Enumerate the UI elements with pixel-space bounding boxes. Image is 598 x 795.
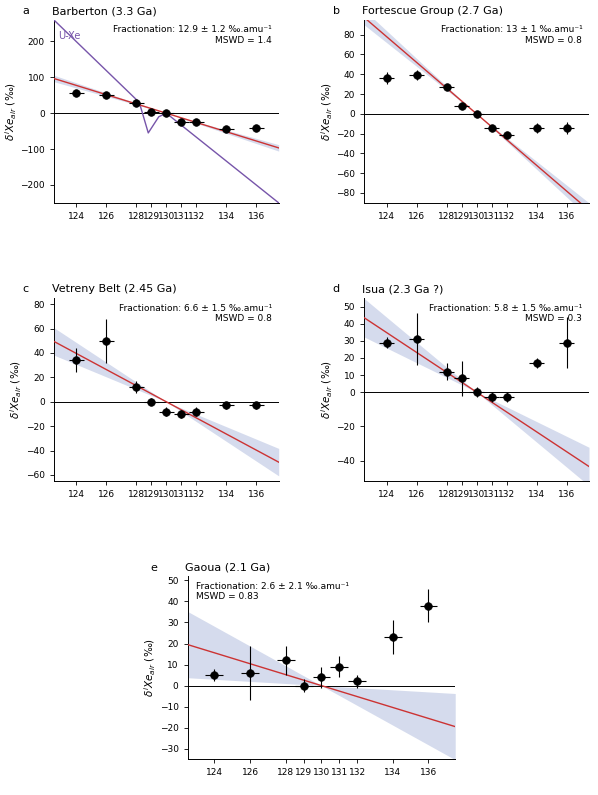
Text: Fractionation: 6.6 ± 1.5 ‰.amu⁻¹
MSWD = 0.8: Fractionation: 6.6 ± 1.5 ‰.amu⁻¹ MSWD = … xyxy=(118,304,272,323)
Y-axis label: $\delta^iXe_{air}$ (‰): $\delta^iXe_{air}$ (‰) xyxy=(9,360,25,419)
Y-axis label: $\delta^iXe_{air}$ (‰): $\delta^iXe_{air}$ (‰) xyxy=(3,82,19,141)
Text: Gaoua (2.1 Ga): Gaoua (2.1 Ga) xyxy=(185,563,270,572)
Text: Isua (2.3 Ga ?): Isua (2.3 Ga ?) xyxy=(362,285,443,294)
Text: Fortescue Group (2.7 Ga): Fortescue Group (2.7 Ga) xyxy=(362,6,503,16)
Text: Fractionation: 2.6 ± 2.1 ‰.amu⁻¹
MSWD = 0.83: Fractionation: 2.6 ± 2.1 ‰.amu⁻¹ MSWD = … xyxy=(196,582,349,601)
Text: Vetreny Belt (2.45 Ga): Vetreny Belt (2.45 Ga) xyxy=(51,285,176,294)
Text: Barberton (3.3 Ga): Barberton (3.3 Ga) xyxy=(51,6,156,16)
Text: Fractionation: 12.9 ± 1.2 ‰.amu⁻¹
MSWD = 1.4: Fractionation: 12.9 ± 1.2 ‰.amu⁻¹ MSWD =… xyxy=(113,25,272,45)
Y-axis label: $\delta^iXe_{air}$ (‰): $\delta^iXe_{air}$ (‰) xyxy=(319,82,335,141)
Text: Fractionation: 5.8 ± 1.5 ‰.amu⁻¹
MSWD = 0.3: Fractionation: 5.8 ± 1.5 ‰.amu⁻¹ MSWD = … xyxy=(429,304,582,323)
Text: a: a xyxy=(22,6,29,16)
Text: Fractionation: 13 ± 1 ‰.amu⁻¹
MSWD = 0.8: Fractionation: 13 ± 1 ‰.amu⁻¹ MSWD = 0.8 xyxy=(441,25,582,45)
Y-axis label: $\delta^iXe_{air}$ (‰): $\delta^iXe_{air}$ (‰) xyxy=(319,360,335,419)
Text: e: e xyxy=(150,563,157,572)
Text: d: d xyxy=(332,285,340,294)
Text: c: c xyxy=(22,285,29,294)
Y-axis label: $\delta^iXe_{air}$ (‰): $\delta^iXe_{air}$ (‰) xyxy=(143,638,158,697)
Text: U-Xe: U-Xe xyxy=(59,31,81,41)
Text: b: b xyxy=(332,6,340,16)
